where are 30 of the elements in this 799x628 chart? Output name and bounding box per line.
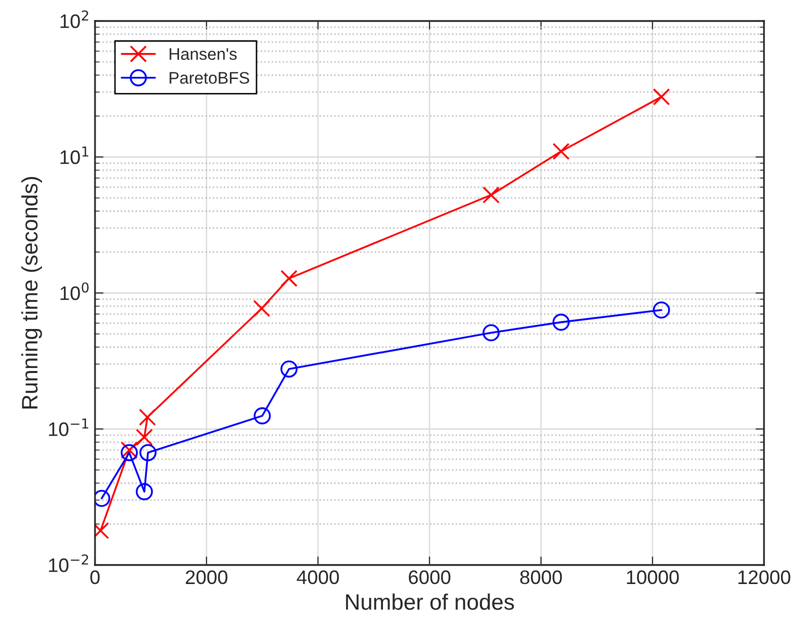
point (552, 142, 570, 160)
y-tick-label: 10$^{−1}$ (49, 418, 88, 436)
y-axis-title: Running time (seconds) (21, 177, 42, 409)
y-tick-label: 10$^{2}$ (60, 10, 88, 28)
point (136, 428, 153, 446)
y-tick-label: 10$^{1}$ (60, 146, 88, 164)
x-tick-label: 6000 (408, 570, 450, 584)
point (139, 444, 157, 462)
x-tick-label: 4000 (296, 570, 339, 584)
point (652, 88, 670, 106)
point (254, 407, 271, 424)
point (138, 408, 156, 426)
x-tick-label: 0 (90, 570, 100, 584)
x-tick-label: 2000 (186, 570, 228, 584)
point (552, 314, 570, 331)
x-tick-label: 8000 (520, 570, 562, 584)
point (280, 270, 298, 287)
y-tick-label: 10$^{0}$ (60, 282, 89, 300)
legend-label: ParetoBFS (170, 72, 250, 84)
y-tick-label: 10$^{−2}$ (49, 554, 88, 572)
point (482, 186, 500, 204)
x-axis-title: Number of nodes (346, 594, 514, 610)
x-tick-label: 12000 (738, 570, 790, 584)
x-tick-label: 10000 (626, 570, 679, 584)
point (482, 324, 500, 342)
point (136, 483, 153, 500)
point (652, 301, 670, 319)
point (280, 360, 298, 378)
point (253, 300, 270, 317)
legend-label: Hansen's (170, 48, 237, 60)
